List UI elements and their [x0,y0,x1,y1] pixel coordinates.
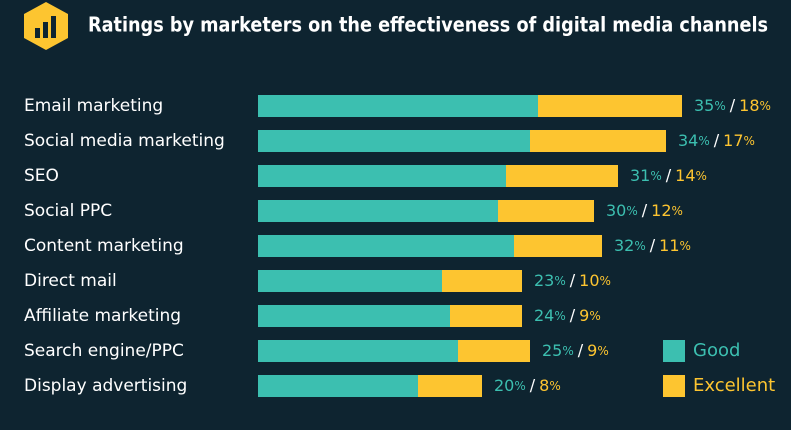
category-label: Email marketing [24,96,163,116]
category-label: Social PPC [24,201,112,221]
value-label: 8% [539,376,561,395]
category-label: Social media marketing [24,131,225,151]
bar-segment [258,235,514,257]
category-label: SEO [24,166,59,186]
legend-swatch [663,375,685,397]
value-label: 9% [579,306,601,325]
label-separator: / [730,96,736,115]
bar-segment [538,95,682,117]
category-label: Display advertising [24,376,187,396]
value-label: 18% [739,96,771,115]
label-separator: / [570,306,576,325]
label-separator: / [714,131,720,150]
value-label: 17% [723,131,755,150]
value-label: 9% [587,341,609,360]
category-label: Direct mail [24,271,117,291]
label-separator: / [642,201,648,220]
bar-segment [458,340,530,362]
bar-segment [514,235,602,257]
bar-segment [258,305,450,327]
label-separator: / [666,166,672,185]
label-separator: / [650,236,656,255]
bar-segment [258,165,506,187]
bar-segment [258,130,530,152]
value-label: 23% [534,271,566,290]
value-label: 10% [579,271,611,290]
value-label: 25% [542,341,574,360]
value-label: 34% [678,131,710,150]
bar-segment [258,200,498,222]
value-label: 31% [630,166,662,185]
bar-segment [530,130,666,152]
logo [24,2,68,50]
value-label: 11% [659,236,691,255]
bar-segment [258,375,418,397]
chart-title: Ratings by marketers on the effectivenes… [88,13,768,37]
bar-segment [506,165,618,187]
value-label: 24% [534,306,566,325]
legend-label: Good [693,340,740,361]
label-separator: / [530,376,536,395]
legend-swatch [663,340,685,362]
bar-segment [258,95,538,117]
bar-segment [442,270,522,292]
bar-segment [258,340,458,362]
bar-segment [418,375,482,397]
value-label: 12% [651,201,683,220]
value-label: 20% [494,376,526,395]
value-label: 30% [606,201,638,220]
category-label: Affiliate marketing [24,306,181,326]
bar-segment [258,270,442,292]
label-separator: / [578,341,584,360]
category-label: Content marketing [24,236,184,256]
value-label: 35% [694,96,726,115]
value-label: 14% [675,166,707,185]
bar-segment [450,305,522,327]
value-label: 32% [614,236,646,255]
legend-label: Excellent [693,375,775,396]
label-separator: / [570,271,576,290]
category-label: Search engine/PPC [24,341,184,361]
bar-segment [498,200,594,222]
